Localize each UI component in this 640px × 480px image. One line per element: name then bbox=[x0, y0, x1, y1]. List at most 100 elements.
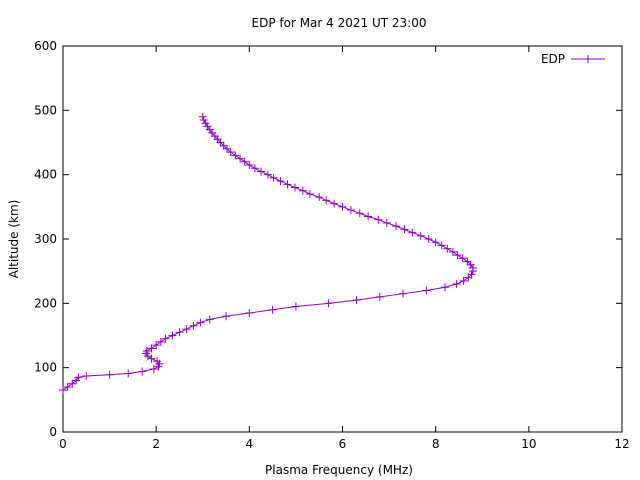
y-tick-label: 0 bbox=[49, 425, 57, 439]
edp-point bbox=[269, 173, 278, 182]
edp-point bbox=[231, 151, 240, 160]
edp-point bbox=[196, 318, 205, 327]
legend-marker-edp bbox=[584, 55, 592, 63]
edp-point bbox=[453, 251, 462, 260]
edp-point bbox=[355, 209, 364, 218]
edp-point bbox=[464, 273, 473, 282]
edp-point bbox=[440, 283, 449, 292]
edp-point bbox=[147, 344, 156, 353]
edp-point bbox=[138, 367, 147, 376]
x-axis-ticks: 0 2 4 6 8 10 12 bbox=[59, 46, 630, 451]
edp-point bbox=[431, 238, 440, 247]
edp-point bbox=[290, 183, 299, 192]
y-axis-ticks: 0 100 200 300 400 500 600 bbox=[34, 39, 622, 439]
edp-point bbox=[182, 325, 191, 334]
edp-point bbox=[149, 364, 158, 373]
edp-point bbox=[416, 231, 425, 240]
y-tick-label: 600 bbox=[34, 39, 57, 53]
chart-title: EDP for Mar 4 2021 UT 23:00 bbox=[252, 16, 427, 30]
edp-point bbox=[203, 122, 212, 131]
edp-point bbox=[283, 180, 292, 189]
edp-point bbox=[330, 199, 339, 208]
edp-point bbox=[59, 386, 67, 395]
edp-point bbox=[459, 276, 468, 285]
y-tick-label: 500 bbox=[34, 103, 57, 117]
x-tick-label: 12 bbox=[614, 437, 629, 451]
edp-point bbox=[364, 212, 373, 221]
edp-point bbox=[382, 218, 391, 227]
edp-point bbox=[236, 154, 245, 163]
edp-point bbox=[374, 215, 383, 224]
edp-point bbox=[189, 321, 198, 330]
edp-point bbox=[124, 369, 133, 378]
edp-point bbox=[463, 257, 472, 266]
x-tick-label: 10 bbox=[521, 437, 536, 451]
edp-point bbox=[256, 167, 265, 176]
edp-point bbox=[245, 161, 254, 170]
edp-point bbox=[452, 280, 461, 289]
edp-point bbox=[408, 228, 417, 237]
x-axis-label: Plasma Frequency (MHz) bbox=[265, 463, 413, 477]
edp-point bbox=[156, 337, 165, 346]
edp-point bbox=[240, 157, 249, 166]
edp-point bbox=[443, 244, 452, 253]
edp-point bbox=[74, 373, 83, 382]
y-tick-label: 300 bbox=[34, 232, 57, 246]
edp-point bbox=[199, 115, 208, 124]
y-tick-label: 100 bbox=[34, 361, 57, 375]
edp-point bbox=[467, 270, 476, 279]
x-tick-label: 4 bbox=[246, 437, 254, 451]
edp-point bbox=[352, 296, 361, 305]
edp-point bbox=[400, 225, 409, 234]
y-axis-label: Altitude (km) bbox=[7, 200, 21, 279]
edp-point bbox=[175, 328, 184, 337]
edp-point bbox=[322, 196, 331, 205]
edp-point bbox=[105, 370, 114, 379]
edp-point bbox=[153, 357, 162, 366]
edp-point bbox=[263, 170, 272, 179]
y-tick-label: 200 bbox=[34, 296, 57, 310]
edp-point bbox=[68, 379, 77, 388]
x-tick-label: 2 bbox=[152, 437, 160, 451]
edp-point bbox=[205, 315, 214, 324]
edp-point bbox=[250, 164, 259, 173]
edp-point bbox=[458, 254, 467, 263]
edp-point bbox=[422, 286, 431, 295]
edp-point bbox=[161, 334, 170, 343]
edp-point bbox=[222, 144, 231, 153]
edp-point bbox=[226, 148, 235, 157]
x-tick-label: 8 bbox=[432, 437, 440, 451]
edp-point bbox=[219, 141, 228, 150]
edp-series bbox=[59, 112, 477, 395]
edp-point bbox=[142, 346, 151, 355]
edp-point bbox=[291, 302, 300, 311]
edp-point bbox=[305, 189, 314, 198]
edp-point bbox=[268, 305, 277, 314]
y-tick-label: 400 bbox=[34, 168, 57, 182]
edp-point bbox=[466, 260, 475, 269]
edp-point bbox=[315, 193, 324, 202]
edp-point bbox=[168, 331, 177, 340]
edp-point bbox=[392, 222, 401, 231]
edp-point bbox=[276, 177, 285, 186]
edp-point bbox=[82, 372, 91, 381]
edp-point bbox=[63, 382, 72, 391]
edp-point bbox=[222, 312, 231, 321]
edp-point bbox=[198, 112, 207, 121]
edp-point bbox=[245, 308, 254, 317]
legend: EDP bbox=[541, 52, 605, 66]
edp-point bbox=[375, 292, 384, 301]
edp-point bbox=[424, 235, 433, 243]
edp-point bbox=[338, 202, 347, 211]
legend-label-edp: EDP bbox=[541, 52, 565, 66]
x-tick-label: 0 bbox=[59, 437, 67, 451]
edp-point bbox=[346, 206, 355, 215]
edp-point bbox=[152, 341, 161, 350]
edp-point bbox=[298, 186, 307, 195]
x-tick-label: 6 bbox=[339, 437, 347, 451]
edp-point bbox=[448, 247, 457, 256]
edp-point bbox=[201, 119, 210, 128]
edp-point bbox=[437, 241, 446, 250]
